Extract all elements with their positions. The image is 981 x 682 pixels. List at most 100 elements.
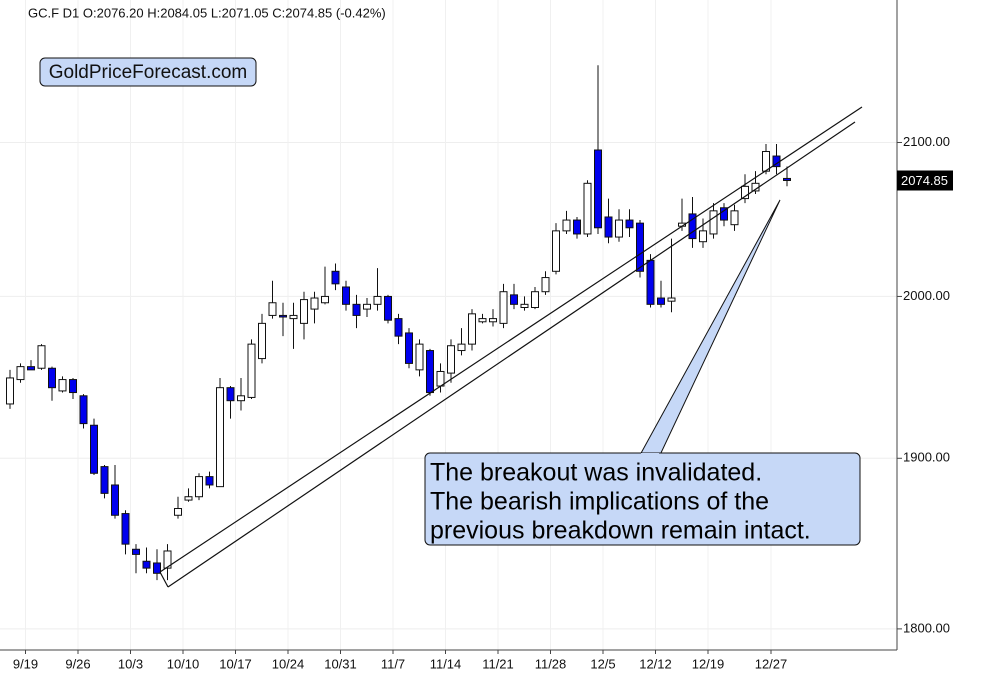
- candle-body: [604, 216, 613, 238]
- candle-body: [90, 424, 98, 474]
- x-tick-label: 11/28: [535, 656, 567, 671]
- x-tick-label: 9/26: [65, 656, 90, 671]
- x-tick-label: 10/31: [324, 656, 357, 671]
- candle-body: [58, 379, 67, 392]
- candle-body: [657, 297, 665, 305]
- candle-body: [741, 185, 749, 200]
- x-tick-label: 10/10: [167, 656, 200, 671]
- y-tick-label: 2000.00: [903, 288, 950, 303]
- x-tick-label: 12/27: [755, 656, 788, 671]
- candle-body: [594, 149, 602, 229]
- last-price-label: 2074.85: [901, 173, 948, 188]
- candle-body: [247, 343, 256, 398]
- candle-body: [163, 550, 172, 569]
- candle-body: [184, 496, 193, 501]
- candle-body: [709, 210, 718, 235]
- candle-body: [468, 313, 476, 345]
- candle-body: [510, 294, 518, 305]
- candle-body: [520, 303, 529, 309]
- annotation-line: The bearish implications of the: [430, 488, 769, 516]
- candle-body: [37, 345, 46, 369]
- x-tick-label: 12/19: [692, 656, 725, 671]
- y-tick-label: 2100.00: [903, 134, 950, 149]
- candle-body: [352, 303, 361, 316]
- candle-body: [583, 182, 592, 235]
- candle-body: [720, 207, 728, 221]
- candle-body: [499, 291, 508, 324]
- candle-body: [541, 277, 550, 293]
- candle-body: [132, 548, 140, 555]
- candle-body: [447, 345, 455, 374]
- watermark: GoldPriceForecast.com: [49, 62, 248, 83]
- candle-body: [258, 322, 266, 360]
- candle-body: [111, 484, 119, 516]
- candle-body: [615, 219, 623, 238]
- y-tick-label: 1900.00: [903, 450, 950, 465]
- trend-line: [167, 121, 856, 588]
- candle-body: [195, 476, 203, 498]
- candle-body: [457, 343, 466, 352]
- candle-body: [762, 151, 770, 172]
- candle-body: [321, 295, 329, 304]
- candle-body: [268, 302, 277, 316]
- candle-body: [79, 395, 88, 425]
- candle-body: [237, 395, 245, 402]
- candle-body: [699, 230, 707, 243]
- candle-body: [279, 314, 287, 318]
- candle-body: [121, 513, 130, 545]
- candle-body: [373, 295, 382, 305]
- candle-body: [646, 259, 655, 305]
- candle-body: [426, 350, 434, 394]
- y-tick-label: 1800.00: [903, 620, 950, 635]
- annotation-line: previous breakdown remain intact.: [430, 517, 811, 545]
- candle-body: [384, 295, 392, 321]
- candle-body: [394, 318, 403, 337]
- candle-body: [331, 270, 340, 285]
- x-tick-label: 11/21: [482, 656, 514, 671]
- axes: 1800.00 1900.00 2000.00 2100.00 9/19 9/26 10/3…: [13, 134, 953, 671]
- candle-body: [310, 297, 319, 310]
- candles: [6, 65, 791, 581]
- candle-body: [562, 219, 571, 232]
- candle-body: [69, 379, 77, 394]
- candle-body: [6, 377, 14, 405]
- candle-body: [573, 219, 581, 235]
- chart-title: GC.F D1 O:2076.20 H:2084.05 L:2071.05 C:…: [28, 5, 386, 20]
- candle-body: [552, 230, 560, 272]
- candle-body: [478, 318, 487, 323]
- candle-body: [142, 560, 151, 569]
- candle-body: [205, 476, 214, 486]
- candle-body: [48, 367, 56, 389]
- last-price-tag: [897, 170, 953, 191]
- candle-body: [289, 314, 298, 320]
- x-tick-label: 12/5: [590, 656, 615, 671]
- candle-body: [342, 286, 350, 305]
- candle-body: [405, 332, 413, 364]
- candle-body: [27, 366, 35, 371]
- candle-body: [415, 343, 424, 371]
- watermark-box: [39, 57, 257, 87]
- candle-body: [667, 297, 676, 302]
- x-tick-label: 10/3: [118, 656, 143, 671]
- trend-line: [159, 571, 169, 588]
- candle-body: [174, 508, 182, 516]
- annotation-line: The breakout was invalidated.: [430, 459, 762, 487]
- candle-body: [226, 387, 235, 402]
- trend-line: [159, 106, 863, 573]
- candle-body: [216, 387, 224, 488]
- candle-body: [300, 299, 308, 324]
- candle-body: [625, 219, 634, 229]
- candle-body: [489, 318, 497, 323]
- candle-body: [783, 177, 791, 182]
- candle-body: [730, 210, 739, 226]
- x-tick-label: 11/7: [381, 656, 405, 671]
- x-tick-label: 11/14: [430, 656, 462, 671]
- candle-body: [153, 562, 161, 574]
- candle-body: [688, 213, 697, 240]
- candle-body: [531, 291, 539, 309]
- x-tick-label: 12/12: [639, 656, 672, 671]
- x-tick-label: 10/17: [219, 656, 252, 671]
- x-tick-label: 9/19: [13, 656, 38, 671]
- candle-body: [363, 303, 371, 310]
